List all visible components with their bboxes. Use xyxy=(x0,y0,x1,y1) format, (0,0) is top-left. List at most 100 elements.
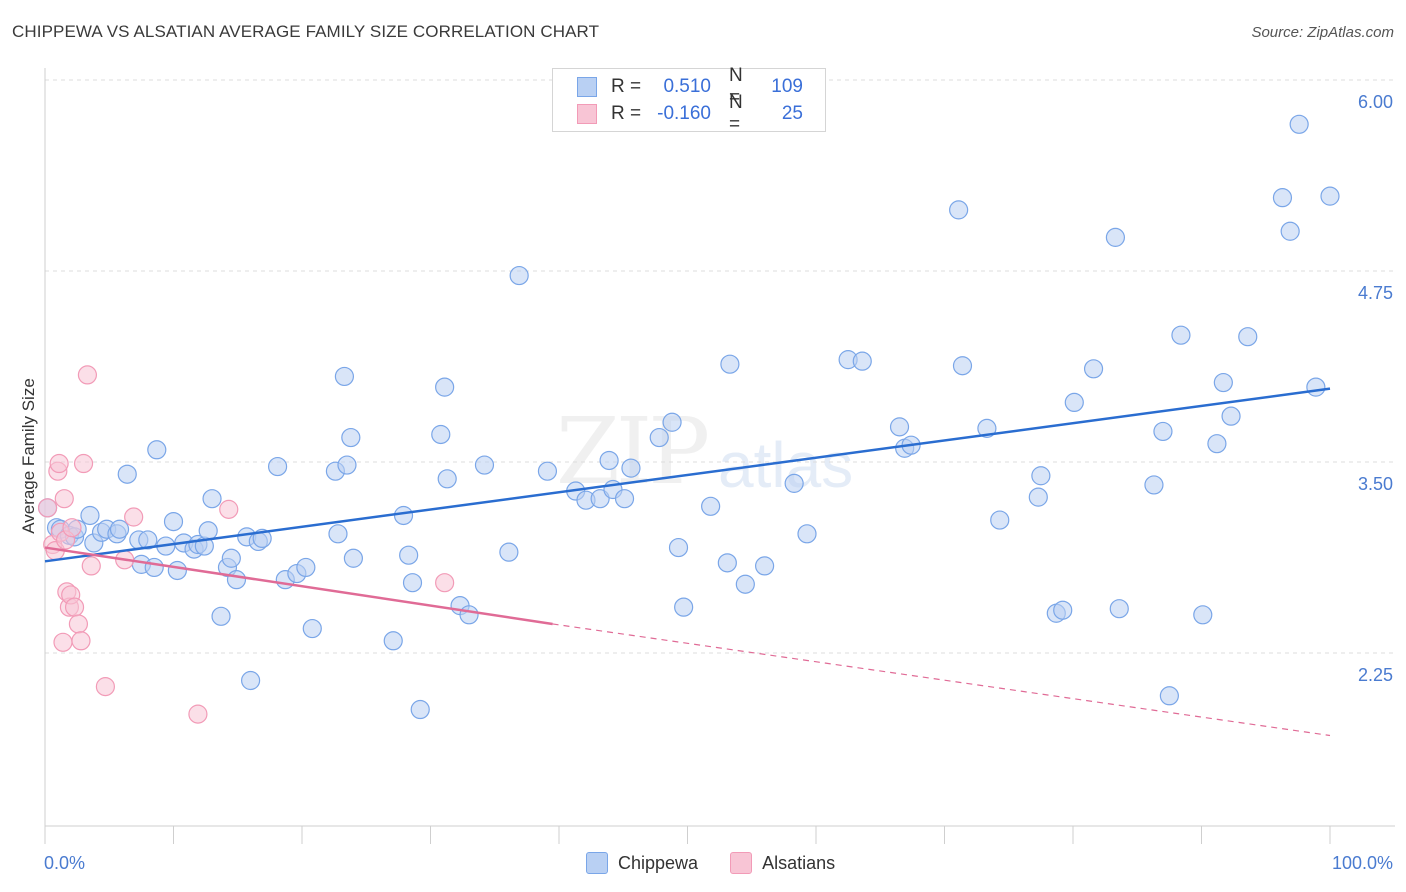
chippewa-point xyxy=(1171,325,1191,345)
alsatians-point xyxy=(62,518,82,538)
chippewa-point xyxy=(1144,475,1164,495)
chippewa-point xyxy=(614,489,635,509)
legend-r-value: -0.160 xyxy=(657,103,711,124)
chippewa-point xyxy=(337,455,357,475)
alsatians-point xyxy=(73,453,94,474)
chippewa-point xyxy=(138,530,158,550)
chippewa-point xyxy=(334,366,355,387)
chippewa-point xyxy=(341,427,361,448)
alsatians-point xyxy=(71,631,91,651)
legend-r-label: R = xyxy=(611,76,642,97)
legend-item-alsatians[interactable]: Alsatians xyxy=(730,852,835,874)
alsatians-point xyxy=(54,489,74,509)
legend-n-value: 25 xyxy=(781,103,803,124)
chippewa-point xyxy=(80,505,100,526)
chippewa-point xyxy=(198,521,218,541)
legend-n-label: N = xyxy=(729,92,743,135)
chippewa-point xyxy=(1064,392,1084,413)
chart-title: CHIPPEWA VS ALSATIAN AVERAGE FAMILY SIZE… xyxy=(12,22,600,41)
chippewa-point xyxy=(537,461,558,481)
legend-row-alsatians: R = -0.160 N = 25 xyxy=(577,92,803,135)
chippewa-point xyxy=(147,440,167,460)
alsatians-trend-extension xyxy=(552,623,1331,737)
chippewa-point xyxy=(1105,227,1126,247)
chippewa-point xyxy=(1207,434,1227,454)
y-axis-label: Average Family Size xyxy=(19,378,38,534)
chippewa-point xyxy=(1306,377,1326,397)
legend-n-value: 109 xyxy=(771,76,803,97)
alsatians-point xyxy=(64,597,85,617)
chippewa-point xyxy=(117,464,137,484)
y-tick-label: 4.75 xyxy=(1358,283,1393,303)
chippewa-point xyxy=(499,542,519,562)
chippewa-point xyxy=(977,418,997,438)
alsatians-point xyxy=(435,573,455,593)
chippewa-point xyxy=(720,354,740,374)
chippewa-point xyxy=(167,560,187,581)
y-tick-label: 6.00 xyxy=(1358,92,1393,112)
chippewa-point xyxy=(621,458,641,478)
chippewa-point xyxy=(163,511,184,532)
chippewa-point xyxy=(509,265,529,286)
chippewa-point xyxy=(701,496,721,516)
chippewa-point xyxy=(1193,605,1213,625)
chippewa-point xyxy=(202,489,222,509)
chippewa-legend-swatch xyxy=(586,852,608,874)
axes xyxy=(44,68,1395,844)
alsatians-point xyxy=(219,499,239,519)
tick-labels: 2.25 3.50 4.75 6.00 0.0% 100.0% xyxy=(44,92,1393,873)
alsatians-point xyxy=(53,632,73,652)
chippewa-point xyxy=(889,417,910,437)
alsatians-point xyxy=(49,453,69,474)
chippewa-point xyxy=(1031,466,1051,486)
chippewa-point xyxy=(241,670,261,691)
chippewa-point xyxy=(383,631,403,651)
chippewa-points xyxy=(37,114,1340,720)
trend-lines xyxy=(44,387,1331,737)
chippewa-point xyxy=(267,456,288,477)
chippewa-point xyxy=(226,570,247,590)
legend-item-chippewa[interactable]: Chippewa xyxy=(586,852,698,874)
alsatians-point xyxy=(124,507,144,527)
y-tick-label: 3.50 xyxy=(1358,474,1393,494)
alsatians-legend-swatch xyxy=(730,852,753,874)
alsatians-point xyxy=(81,556,101,576)
chippewa-point xyxy=(431,424,451,445)
x-tick-label-end: 100.0% xyxy=(1332,853,1393,873)
correlation-legend: R = 0.510 N = 109 R = -0.160 N = 25 xyxy=(552,65,826,135)
legend-r-label: R = xyxy=(611,103,642,124)
alsatians-point xyxy=(68,614,89,634)
alsatians-points xyxy=(37,365,455,724)
chippewa-point xyxy=(784,473,804,493)
chippewa-trend-line xyxy=(44,387,1331,563)
chippewa-point xyxy=(393,505,414,526)
chippewa-point xyxy=(1159,686,1179,706)
y-tick-label: 2.25 xyxy=(1358,665,1393,685)
chippewa-point xyxy=(735,574,755,594)
chippewa-point xyxy=(459,605,479,625)
chippewa-point xyxy=(1272,188,1293,208)
chippewa-point xyxy=(797,524,817,544)
chippewa-point xyxy=(144,557,164,578)
chippewa-point xyxy=(1053,600,1073,620)
legend-n-label: N = xyxy=(729,65,743,108)
chippewa-point xyxy=(328,524,348,544)
chippewa-swatch xyxy=(577,77,597,97)
x-tick-label-start: 0.0% xyxy=(44,853,85,873)
chippewa-point xyxy=(754,556,775,576)
chippewa-legend-label: Chippewa xyxy=(618,852,699,873)
alsatians-trend-line xyxy=(44,546,553,626)
chippewa-point xyxy=(474,455,495,475)
series-legend: Chippewa Alsatians xyxy=(586,852,867,874)
chippewa-point xyxy=(852,351,872,371)
chippewa-point xyxy=(437,469,457,489)
chippewa-point xyxy=(662,412,682,432)
alsatians-point xyxy=(95,677,115,697)
chippewa-point xyxy=(435,377,455,397)
chippewa-point xyxy=(1280,221,1300,241)
chippewa-point xyxy=(221,548,241,568)
chippewa-point xyxy=(649,427,669,448)
chippewa-point xyxy=(674,597,694,617)
chippewa-point xyxy=(668,537,689,558)
